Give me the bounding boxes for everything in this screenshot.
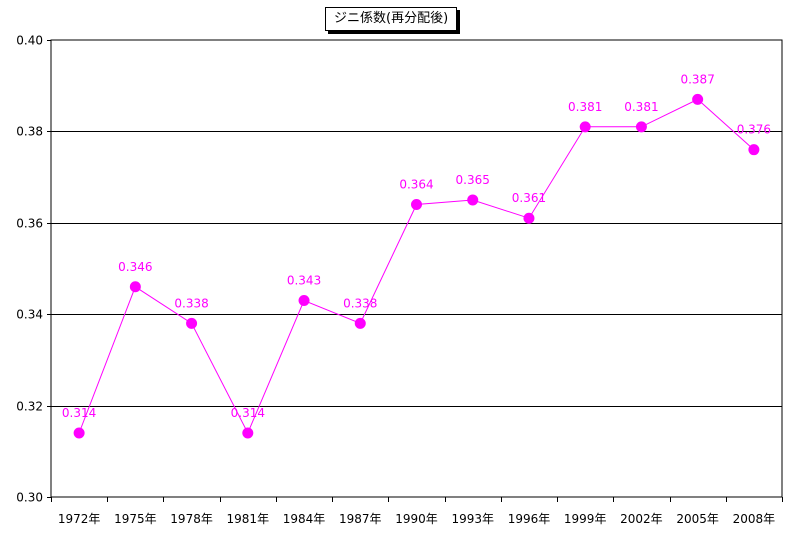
x-tick-label: 1993年 — [451, 512, 494, 526]
y-tick-label: 0.30 — [16, 491, 43, 505]
data-point — [635, 121, 647, 133]
x-tick-label: 1996年 — [508, 512, 551, 526]
y-tick-label: 0.38 — [16, 125, 43, 139]
x-tick-label: 1978年 — [170, 512, 213, 526]
data-point — [73, 427, 85, 439]
data-point — [467, 194, 479, 206]
data-label: 0.376 — [737, 123, 771, 137]
data-point — [579, 121, 591, 133]
data-label: 0.364 — [399, 178, 433, 192]
x-tick-label: 1975年 — [114, 512, 157, 526]
y-tick-label: 0.36 — [16, 217, 43, 231]
chart-title: ジニ係数(再分配後) — [325, 7, 458, 31]
data-label: 0.361 — [512, 191, 546, 205]
plot-area — [50, 39, 783, 498]
data-label: 0.338 — [174, 296, 208, 310]
x-tick-label: 2008年 — [733, 512, 776, 526]
data-point — [748, 144, 760, 156]
y-tick-label: 0.40 — [16, 34, 43, 48]
data-label: 0.338 — [343, 296, 377, 310]
data-point — [298, 294, 310, 306]
data-label: 0.343 — [287, 273, 321, 287]
data-point — [692, 93, 704, 105]
data-point — [354, 317, 366, 329]
x-tick-label: 1984年 — [283, 512, 326, 526]
y-tick-label: 0.34 — [16, 308, 43, 322]
data-point — [186, 317, 198, 329]
data-point — [242, 427, 254, 439]
data-point — [129, 281, 141, 293]
data-label: 0.365 — [456, 173, 490, 187]
x-tick-label: 1987年 — [339, 512, 382, 526]
data-label: 0.381 — [624, 100, 658, 114]
y-tick-label: 0.32 — [16, 400, 43, 414]
x-tick-label: 2005年 — [676, 512, 719, 526]
data-label: 0.314 — [62, 406, 96, 420]
x-tick-label: 1990年 — [395, 512, 438, 526]
x-tick-label: 1981年 — [227, 512, 270, 526]
x-tick-label: 1972年 — [58, 512, 101, 526]
x-tick-label: 1999年 — [564, 512, 607, 526]
data-label: 0.387 — [680, 72, 714, 86]
data-label: 0.381 — [568, 100, 602, 114]
data-label: 0.314 — [231, 406, 265, 420]
data-point — [411, 199, 422, 211]
data-label: 0.346 — [118, 260, 152, 274]
data-point — [523, 212, 535, 224]
x-tick-label: 2002年 — [620, 512, 663, 526]
